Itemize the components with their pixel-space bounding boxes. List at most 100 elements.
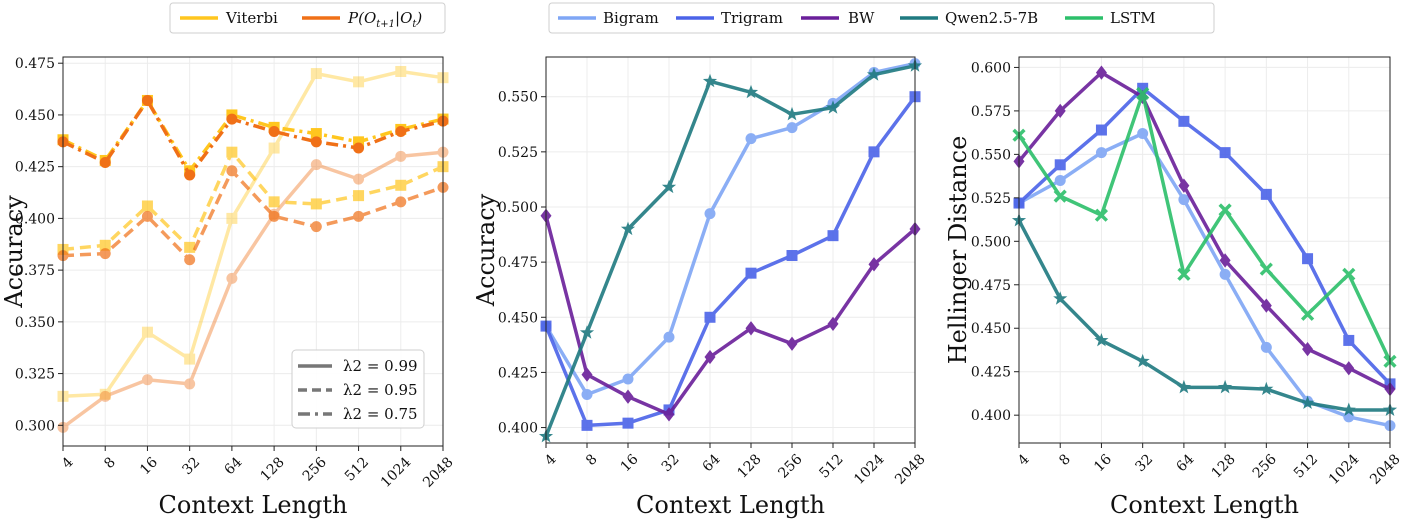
data-point [1341, 402, 1356, 416]
y-tick-label: 0.425 [498, 365, 538, 381]
data-point [1260, 188, 1272, 200]
data-point [395, 196, 407, 208]
data-point [622, 389, 634, 404]
data-point [1095, 65, 1107, 80]
data-point [226, 146, 238, 158]
data-point [1300, 395, 1315, 409]
data-point [310, 198, 322, 210]
data-point [1094, 208, 1108, 222]
legend-lambda-0.95: λ2 = 0.95 [343, 381, 418, 399]
data-point [786, 250, 798, 262]
data-point [310, 68, 322, 80]
data-point [268, 125, 280, 137]
y-tick-label: 0.500 [498, 200, 538, 216]
x-tick-label: 256 [1250, 451, 1280, 481]
data-point [868, 146, 880, 158]
data-point [226, 212, 238, 224]
data-point [704, 311, 716, 323]
x-tick-label: 128 [258, 454, 288, 484]
data-point [745, 321, 757, 336]
legend-top-models-frame [548, 2, 1215, 34]
data-point [99, 157, 111, 169]
data-point [310, 159, 322, 171]
data-point [702, 73, 718, 88]
data-point [141, 200, 153, 212]
x-axis-label: Context Length [159, 491, 348, 519]
y-tick-label: 0.475 [498, 255, 538, 271]
x-tick-label: 32 [179, 454, 203, 478]
x-tick-label: 256 [300, 454, 330, 484]
data-point [827, 316, 839, 332]
x-tick-label: 32 [1132, 451, 1156, 475]
panel-right-hellinger: 0.400 0.425 0.450 0.475 0.500 0.525 0.550 0.575… [944, 56, 1404, 519]
y-tick-label: 0.300 [15, 418, 55, 434]
data-point [1094, 333, 1109, 347]
x-tick-label: 64 [700, 451, 724, 475]
grid [1018, 57, 1391, 443]
data-point [743, 84, 759, 99]
x-tick-label: 256 [775, 451, 805, 481]
x-tick-label: 8 [583, 451, 601, 469]
data-point [1218, 379, 1233, 394]
data-point [745, 133, 757, 145]
series-line [1017, 219, 1390, 412]
data-point [268, 210, 280, 222]
x-tick-label: 1024 [1326, 451, 1363, 488]
data-point [1177, 267, 1191, 281]
data-point [786, 336, 798, 351]
panel-left-accuracy: 0.300 0.325 0.350 0.375 0.400 0.425 0.450 0.475… [0, 56, 457, 519]
data-point [581, 419, 593, 431]
x-tick-label: 16 [618, 451, 642, 475]
data-point [310, 221, 322, 233]
x-tick-label: 1024 [378, 454, 415, 491]
x-tick-label: 512 [1291, 451, 1321, 481]
data-point [395, 65, 407, 77]
x-tick-label: 4 [59, 454, 77, 472]
series-viterbi-2-0-99- [57, 65, 449, 402]
data-point [226, 113, 238, 125]
y-tick-label: 0.450 [15, 108, 55, 124]
data-point [622, 417, 634, 429]
y-tick-label: 0.375 [15, 263, 55, 279]
data-point [395, 179, 407, 191]
data-point [268, 142, 280, 154]
series-line [1017, 70, 1391, 391]
series-line [1018, 131, 1391, 428]
legend-bigram-label: Bigram [603, 9, 659, 27]
x-tick-label: 2048 [892, 451, 929, 488]
series-line [61, 150, 444, 429]
legend-top-models: Bigram Trigram BW Qwen2.5-7B LSTM [548, 2, 1215, 34]
axes-frame [1018, 56, 1391, 444]
y-tick-label: 0.450 [971, 321, 1011, 337]
x-tick-label: 1024 [851, 451, 888, 488]
series-line [544, 61, 916, 397]
y-tick-label: 0.525 [971, 191, 1011, 207]
y-tick-label: 0.600 [971, 60, 1011, 76]
legend-lstm-label: LSTM [1110, 9, 1156, 27]
y-tick-label: 0.525 [498, 145, 538, 161]
y-tick-label: 0.550 [498, 90, 538, 106]
series-bigram [540, 58, 921, 400]
data-point [663, 407, 675, 422]
data-point [704, 208, 716, 220]
data-point [141, 326, 153, 338]
data-point [784, 106, 800, 121]
data-point [184, 169, 196, 181]
data-point [1343, 411, 1355, 423]
data-point [395, 150, 407, 162]
x-tick-label: 512 [816, 451, 846, 481]
legend-trigram-label: Trigram [721, 9, 783, 27]
series-lstm [1012, 86, 1397, 368]
series-line [62, 150, 444, 252]
data-point [99, 248, 111, 260]
data-point [395, 125, 407, 137]
series-p-o-t-1-o-t-2-0-75- [57, 94, 449, 181]
y-tick-label: 0.475 [15, 56, 55, 72]
x-tick-label: 64 [222, 454, 246, 478]
y-tick-label: 0.475 [971, 278, 1011, 294]
data-point [141, 210, 153, 222]
x-axis-label: Context Length [636, 491, 825, 519]
data-point [353, 210, 365, 222]
series-bw [540, 208, 921, 422]
data-point [184, 254, 196, 266]
